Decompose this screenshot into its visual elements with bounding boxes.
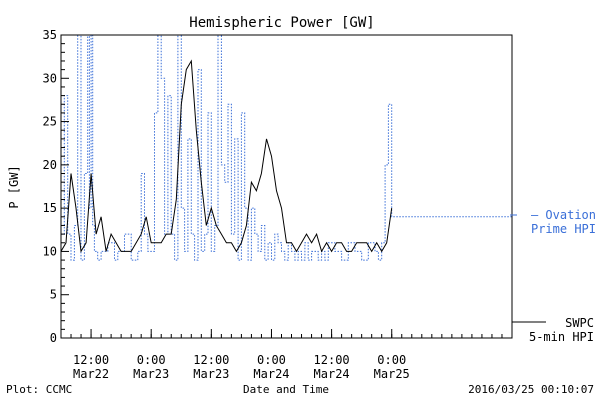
timestamp: 2016/03/25 00:10:07 [468,383,594,396]
x-tick-label-time: 0:00 [257,353,286,367]
x-tick-label-date: Mar23 [133,367,169,381]
legend: — Ovation Prime HPI SWPC 5-min HPI [510,208,596,344]
x-tick-label-time: 12:00 [193,353,229,367]
x-tick-label-date: Mar22 [73,367,109,381]
axis-layer: 0510152025303512:00Mar220:00Mar2312:00Ma… [43,28,503,381]
chart-title: Hemispheric Power [GW] [189,15,374,31]
x-tick-label-time: 0:00 [137,353,166,367]
x-tick-label-date: Mar23 [193,367,229,381]
x-tick-label-time: 12:00 [73,353,109,367]
y-axis-label: P [GW] [7,165,21,208]
x-tick-label-time: 12:00 [314,353,350,367]
y-tick-label: 10 [43,244,57,258]
legend-swpc-line-2: 5-min HPI [529,330,594,344]
y-tick-label: 0 [50,331,57,345]
x-tick-label-date: Mar25 [374,367,410,381]
x-tick-label-date: Mar24 [253,367,289,381]
y-tick-label: 35 [43,28,57,42]
x-axis-label: Date and Time [243,383,329,396]
y-tick-label: 25 [43,115,57,129]
plot-frame [60,34,513,339]
y-tick-label: 30 [43,71,57,85]
y-tick-label: 15 [43,201,57,215]
x-tick-label-date: Mar24 [314,367,350,381]
plot-credit: Plot: CCMC [6,383,72,396]
legend-ovation-line-1: — Ovation [531,208,596,222]
x-tick-label-time: 0:00 [377,353,406,367]
series-line-swpc-5-min-hpi [61,59,393,253]
legend-ovation-line-2: Prime HPI [531,222,596,236]
series-layer [61,35,512,261]
legend-swpc-line-1: SWPC [565,316,594,330]
y-tick-label: 5 [50,288,57,302]
y-tick-label: 20 [43,158,57,172]
series-line-ovation-prime-hpi [61,35,512,261]
